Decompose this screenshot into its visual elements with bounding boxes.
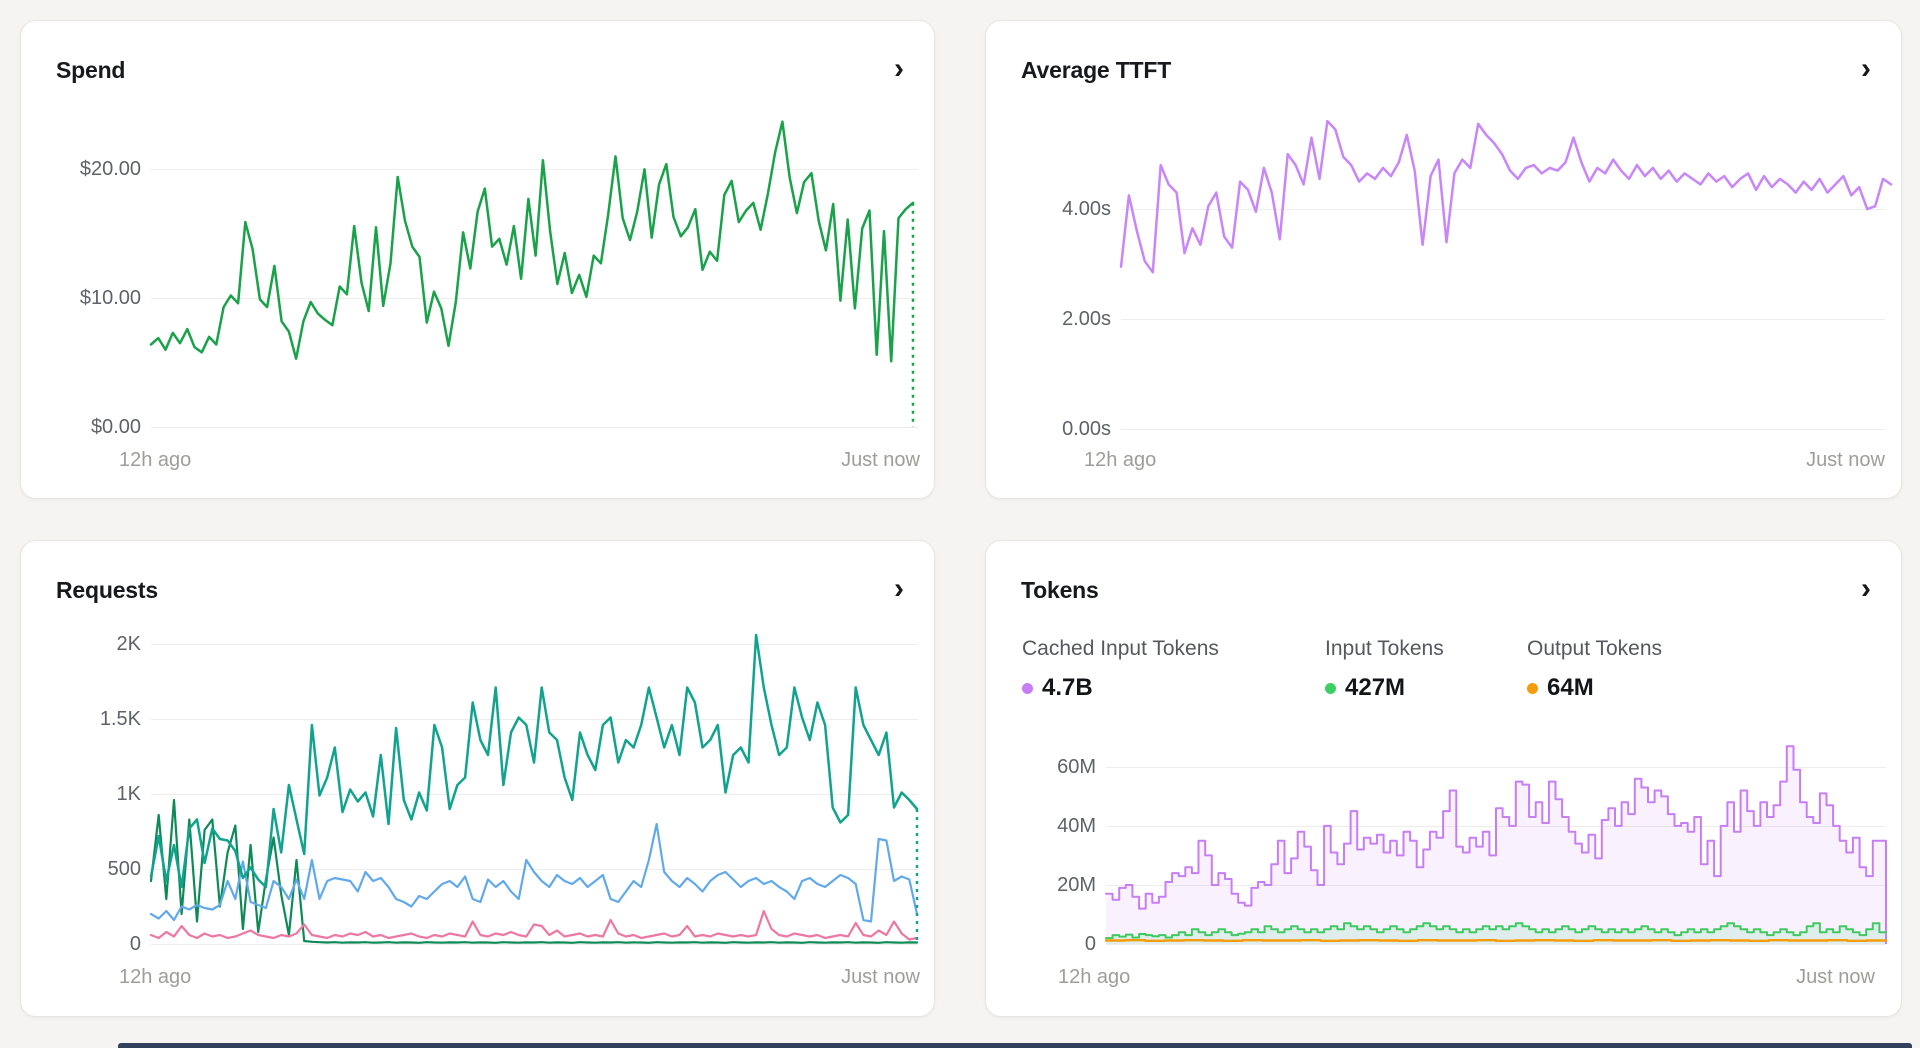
gridline: [151, 944, 918, 945]
y-tick-label: 1K: [116, 783, 141, 805]
below-fold-element-edge: [118, 1043, 1912, 1048]
spend-card: Spend › $20.00 $10.00 $0.00 12h ago Just…: [20, 20, 935, 499]
spend-card-title: Spend: [56, 57, 126, 83]
legend-value-text: 427M: [1345, 674, 1406, 701]
y-tick-label: 1.5K: [99, 708, 141, 730]
chevron-right-icon[interactable]: ›: [1861, 572, 1871, 605]
y-tick-label: $20.00: [79, 158, 141, 180]
spend-line-chart[interactable]: [149, 61, 915, 427]
x-tick-end: Just now: [1806, 449, 1885, 471]
gridline: [1106, 944, 1886, 945]
tokens-step-area-chart[interactable]: [1104, 696, 1888, 944]
y-tick-label: 2K: [116, 633, 141, 655]
tokens-card-title: Tokens: [1021, 577, 1099, 603]
y-tick-label: 20M: [1057, 874, 1096, 896]
chevron-right-icon[interactable]: ›: [1861, 52, 1871, 85]
gridline: [151, 427, 918, 428]
gridline: [151, 298, 918, 299]
purple-dot-icon: [1022, 682, 1033, 694]
y-tick-label: 0: [129, 933, 141, 955]
gridline: [151, 794, 918, 795]
y-tick-label: 40M: [1057, 815, 1096, 837]
ttft-line-chart[interactable]: [1119, 81, 1893, 429]
x-tick-start: 12h ago: [1084, 449, 1157, 471]
legend-value-cached-input-tokens: 4.7B: [1022, 674, 1093, 702]
legend-value-text: 4.7B: [1042, 674, 1093, 701]
y-tick-label: 60M: [1057, 756, 1096, 778]
requests-card-title: Requests: [56, 577, 158, 603]
y-tick-label: 4.00s: [1062, 198, 1111, 220]
y-tick-label: 0: [1084, 933, 1096, 955]
x-tick-end: Just now: [1796, 966, 1875, 988]
requests-line-chart[interactable]: [149, 601, 919, 944]
x-tick-end: Just now: [841, 449, 920, 471]
y-tick-label: $10.00: [79, 287, 141, 309]
orange-dot-icon: [1527, 682, 1538, 694]
tokens-card: Tokens › Cached Input Tokens Input Token…: [985, 540, 1902, 1017]
gridline: [1121, 209, 1885, 210]
x-tick-start: 12h ago: [119, 966, 192, 988]
gridline: [1106, 767, 1886, 768]
y-tick-label: 500: [107, 858, 141, 880]
gridline: [151, 169, 918, 170]
legend-value-text: 64M: [1547, 674, 1594, 701]
gridline: [151, 869, 918, 870]
legend-label-input-tokens: Input Tokens: [1325, 637, 1444, 660]
y-tick-label: 0.00s: [1062, 418, 1111, 440]
ttft-card-title: Average TTFT: [1021, 57, 1172, 83]
y-tick-label: $0.00: [90, 416, 141, 438]
x-tick-start: 12h ago: [1058, 966, 1131, 988]
requests-card: Requests › 2K 1.5K 1K 500 0 12h ago Just…: [20, 540, 935, 1017]
legend-value-output-tokens: 64M: [1527, 674, 1594, 702]
x-tick-start: 12h ago: [119, 449, 192, 471]
gridline: [1121, 429, 1885, 430]
chevron-right-icon[interactable]: ›: [894, 52, 904, 85]
legend-label-output-tokens: Output Tokens: [1527, 637, 1663, 660]
chevron-right-icon[interactable]: ›: [894, 572, 904, 605]
green-dot-icon: [1325, 682, 1336, 694]
gridline: [1106, 885, 1886, 886]
y-tick-label: 2.00s: [1062, 308, 1111, 330]
x-tick-end: Just now: [841, 966, 920, 988]
legend-label-cached-input-tokens: Cached Input Tokens: [1022, 637, 1219, 660]
gridline: [151, 644, 918, 645]
legend-value-input-tokens: 427M: [1325, 674, 1405, 702]
gridline: [1121, 319, 1885, 320]
gridline: [151, 719, 918, 720]
average-ttft-card: Average TTFT › 4.00s 2.00s 0.00s 12h ago…: [985, 20, 1902, 499]
